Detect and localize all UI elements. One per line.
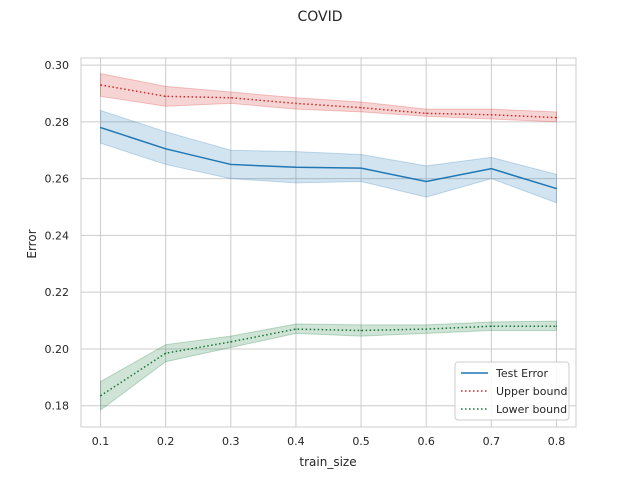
- legend-label-lower-bound: Lower bound: [496, 403, 567, 416]
- upper-bound-point: [165, 95, 167, 97]
- test-error-point: [555, 187, 558, 190]
- upper-bound-point: [360, 107, 362, 109]
- y-tick-label: 0.26: [45, 173, 70, 186]
- x-tick-label: 0.7: [483, 435, 501, 448]
- test-error-point: [490, 168, 492, 170]
- upper-bound-point: [555, 117, 558, 119]
- x-tick-label: 0.2: [157, 435, 175, 448]
- confidence-bands: [100, 73, 557, 411]
- lower-bound-point: [425, 328, 427, 330]
- upper-bound-point: [99, 84, 102, 86]
- test-error-point: [99, 126, 102, 129]
- test-error-point: [425, 180, 427, 183]
- test-error-point: [360, 167, 362, 169]
- y-tick-label: 0.22: [45, 286, 70, 299]
- x-tick-label: 0.8: [548, 435, 566, 448]
- lower-bound-point: [360, 329, 362, 332]
- test-error-line: [100, 126, 557, 190]
- legend-label-test-error: Test Error: [495, 367, 548, 380]
- upper-bound-point: [425, 112, 427, 114]
- lower-bound-point: [165, 352, 167, 354]
- y-tick-label: 0.28: [45, 116, 70, 129]
- y-tick-label: 0.30: [45, 59, 70, 72]
- upper-bound-point: [490, 114, 492, 116]
- x-tick-label: 0.1: [92, 435, 110, 448]
- legend-box: [454, 361, 570, 421]
- series-lines: [99, 84, 558, 397]
- grid-lines: [81, 58, 576, 427]
- x-axis-title: train_size: [299, 455, 356, 469]
- test-error-point: [165, 148, 167, 150]
- y-tick-label: 0.24: [45, 229, 70, 242]
- upper-bound-confidence-band: [100, 73, 557, 123]
- y-axis-title: Error: [25, 229, 39, 258]
- legend: Test Error Upper bound Lower bound: [454, 361, 570, 421]
- x-tick-label: 0.3: [222, 435, 240, 448]
- upper-bound-line: [100, 84, 557, 119]
- test-error-point: [295, 166, 297, 168]
- x-tick-label: 0.5: [352, 435, 370, 448]
- lower-bound-point: [295, 328, 297, 330]
- lower-bound-point: [99, 395, 102, 397]
- chart-title: COVID: [297, 9, 342, 25]
- lower-bound-point: [490, 325, 492, 327]
- tick-labels: 0.1 0.2 0.3 0.4 0.5 0.6 0.7 0.8 0.18 0.20 0.22 0.24…: [45, 59, 566, 448]
- test-error-confidence-band: [100, 109, 557, 204]
- lower-bound-point: [555, 325, 558, 327]
- lower-bound-line: [100, 325, 557, 397]
- upper-bound-point: [295, 102, 297, 105]
- lower-bound-point: [230, 341, 232, 343]
- y-tick-label: 0.20: [45, 343, 70, 356]
- upper-bound-point: [230, 97, 232, 99]
- test-error-point: [230, 163, 232, 166]
- x-tick-label: 0.4: [287, 435, 305, 448]
- plot-frame: [80, 57, 577, 428]
- legend-label-upper-bound: Upper bound: [496, 385, 567, 398]
- x-tick-label: 0.6: [417, 435, 435, 448]
- lower-bound-confidence-band: [100, 320, 557, 411]
- y-tick-label: 0.18: [45, 400, 70, 413]
